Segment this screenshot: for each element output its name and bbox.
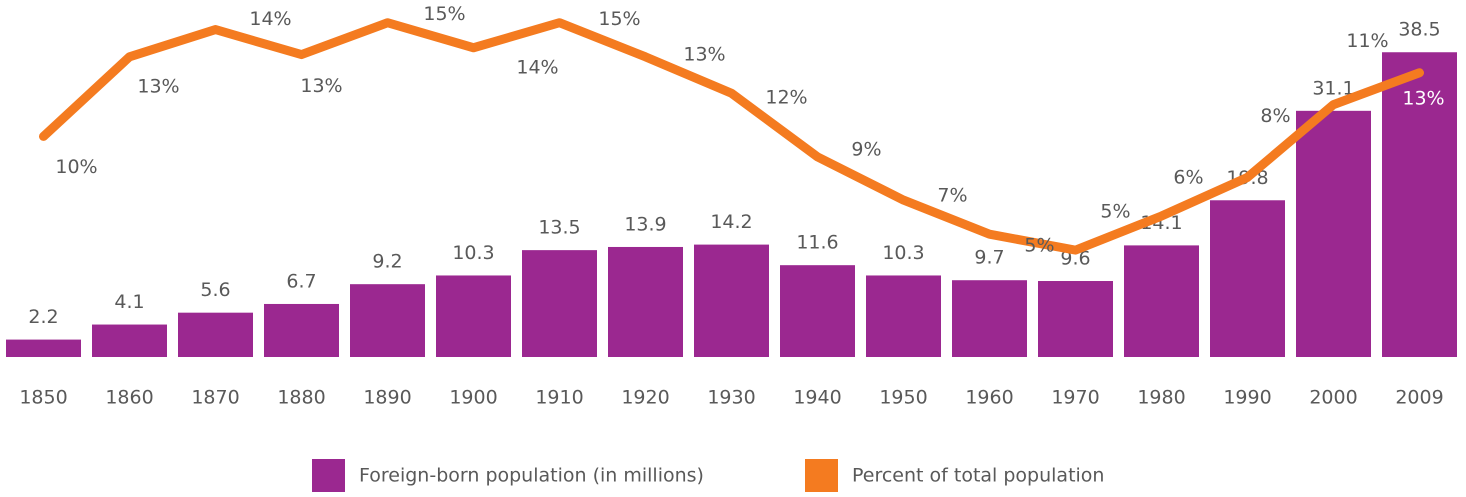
legend-label: Foreign-born population (in millions) bbox=[359, 465, 704, 487]
x-tick-label: 1950 bbox=[879, 387, 927, 409]
bar bbox=[608, 246, 683, 357]
legend-swatch bbox=[805, 459, 838, 492]
line-value-label: 12% bbox=[765, 87, 807, 109]
x-tick-label: 1970 bbox=[1051, 387, 1099, 409]
bar bbox=[264, 303, 339, 357]
line-value-label: 15% bbox=[423, 3, 465, 25]
bar bbox=[1296, 110, 1371, 357]
bar bbox=[866, 275, 941, 357]
line-value-label: 14% bbox=[249, 8, 291, 30]
legend-swatch bbox=[312, 459, 345, 492]
bar bbox=[952, 280, 1027, 357]
x-tick-label: 1870 bbox=[191, 387, 239, 409]
bar bbox=[780, 265, 855, 357]
bar-value-label: 10.3 bbox=[882, 242, 924, 264]
bar bbox=[1038, 281, 1113, 357]
bar-value-label: 6.7 bbox=[286, 270, 316, 292]
x-tick-label: 2000 bbox=[1309, 387, 1357, 409]
bar-value-label: 13.9 bbox=[624, 213, 666, 235]
bar bbox=[1210, 200, 1285, 357]
bar-value-label: 2.2 bbox=[28, 306, 58, 328]
bar-value-label: 10.3 bbox=[452, 242, 494, 264]
line-value-label: 5% bbox=[1100, 201, 1130, 223]
bar-value-label: 9.7 bbox=[974, 247, 1004, 269]
x-tick-label: 1990 bbox=[1223, 387, 1271, 409]
x-tick-label: 1900 bbox=[449, 387, 497, 409]
bar bbox=[694, 244, 769, 357]
bar bbox=[6, 339, 81, 357]
line-value-label: 15% bbox=[598, 8, 640, 30]
line-value-label: 7% bbox=[937, 185, 967, 207]
bar bbox=[178, 312, 253, 357]
bar-value-label: 38.5 bbox=[1398, 19, 1440, 41]
x-tick-label: 1940 bbox=[793, 387, 841, 409]
bar-value-label: 13.5 bbox=[538, 217, 580, 239]
x-tick-label: 1930 bbox=[707, 387, 755, 409]
line-value-label: 13% bbox=[300, 75, 342, 97]
bar bbox=[522, 250, 597, 357]
x-tick-label: 1860 bbox=[105, 387, 153, 409]
line-value-label: 11% bbox=[1346, 30, 1388, 52]
line-value-label: 13% bbox=[683, 43, 725, 65]
line-value-label: 8% bbox=[1260, 105, 1290, 127]
line-value-label: 6% bbox=[1173, 167, 1203, 189]
legend-label: Percent of total population bbox=[852, 465, 1104, 487]
bar-value-label: 31.1 bbox=[1312, 77, 1354, 99]
x-tick-label: 1880 bbox=[277, 387, 325, 409]
x-tick-label: 1910 bbox=[535, 387, 583, 409]
x-tick-label: 1890 bbox=[363, 387, 411, 409]
bar bbox=[350, 284, 425, 357]
x-tick-label: 2009 bbox=[1395, 387, 1443, 409]
bar bbox=[436, 275, 511, 357]
line bbox=[39, 18, 1424, 255]
bar-value-label: 9.2 bbox=[372, 251, 402, 273]
line-value-label: 5% bbox=[1024, 235, 1054, 257]
line-value-label: 14% bbox=[516, 56, 558, 78]
bar-value-label: 4.1 bbox=[114, 291, 144, 313]
line-value-label: 13% bbox=[137, 75, 179, 97]
bar-value-label: 11.6 bbox=[796, 232, 838, 254]
x-tick-label: 1980 bbox=[1137, 387, 1185, 409]
x-tick-label: 1920 bbox=[621, 387, 669, 409]
line-value-label: 13% bbox=[1402, 87, 1444, 109]
bar-value-label: 14.2 bbox=[710, 211, 752, 233]
x-tick-label: 1960 bbox=[965, 387, 1013, 409]
x-tick-label: 1850 bbox=[19, 387, 67, 409]
bar bbox=[1124, 245, 1199, 357]
line-value-label: 9% bbox=[851, 138, 881, 160]
bar bbox=[1382, 52, 1457, 358]
bar-value-label: 5.6 bbox=[200, 279, 230, 301]
bar bbox=[92, 324, 167, 357]
line-value-label: 10% bbox=[55, 156, 97, 178]
